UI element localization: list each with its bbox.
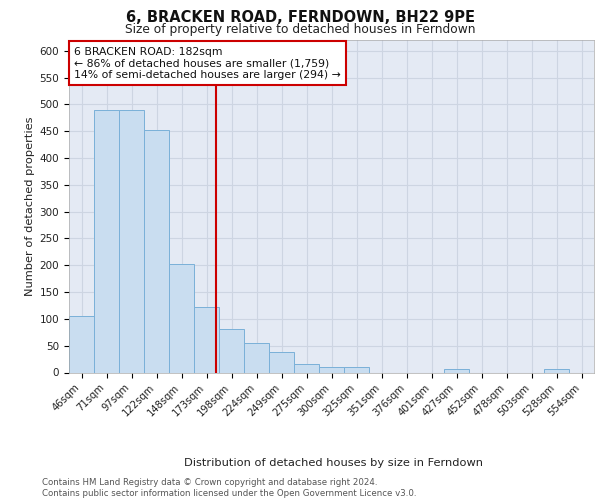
Bar bbox=[219, 328, 244, 372]
Bar bbox=[169, 264, 194, 372]
Bar bbox=[119, 110, 144, 372]
Bar bbox=[269, 352, 294, 372]
Text: 6 BRACKEN ROAD: 182sqm
← 86% of detached houses are smaller (1,759)
14% of semi-: 6 BRACKEN ROAD: 182sqm ← 86% of detached… bbox=[74, 46, 341, 80]
Bar bbox=[244, 343, 269, 372]
Text: Contains HM Land Registry data © Crown copyright and database right 2024.
Contai: Contains HM Land Registry data © Crown c… bbox=[42, 478, 416, 498]
Bar bbox=[544, 370, 569, 372]
Bar bbox=[319, 367, 344, 372]
Bar bbox=[444, 370, 469, 372]
Bar bbox=[194, 307, 219, 372]
Bar bbox=[144, 130, 169, 372]
Bar bbox=[69, 316, 94, 372]
Bar bbox=[94, 110, 119, 372]
Text: Distribution of detached houses by size in Ferndown: Distribution of detached houses by size … bbox=[184, 458, 482, 468]
Y-axis label: Number of detached properties: Number of detached properties bbox=[25, 116, 35, 296]
Text: 6, BRACKEN ROAD, FERNDOWN, BH22 9PE: 6, BRACKEN ROAD, FERNDOWN, BH22 9PE bbox=[125, 10, 475, 25]
Bar bbox=[344, 367, 369, 372]
Text: Size of property relative to detached houses in Ferndown: Size of property relative to detached ho… bbox=[125, 22, 475, 36]
Bar bbox=[294, 364, 319, 372]
